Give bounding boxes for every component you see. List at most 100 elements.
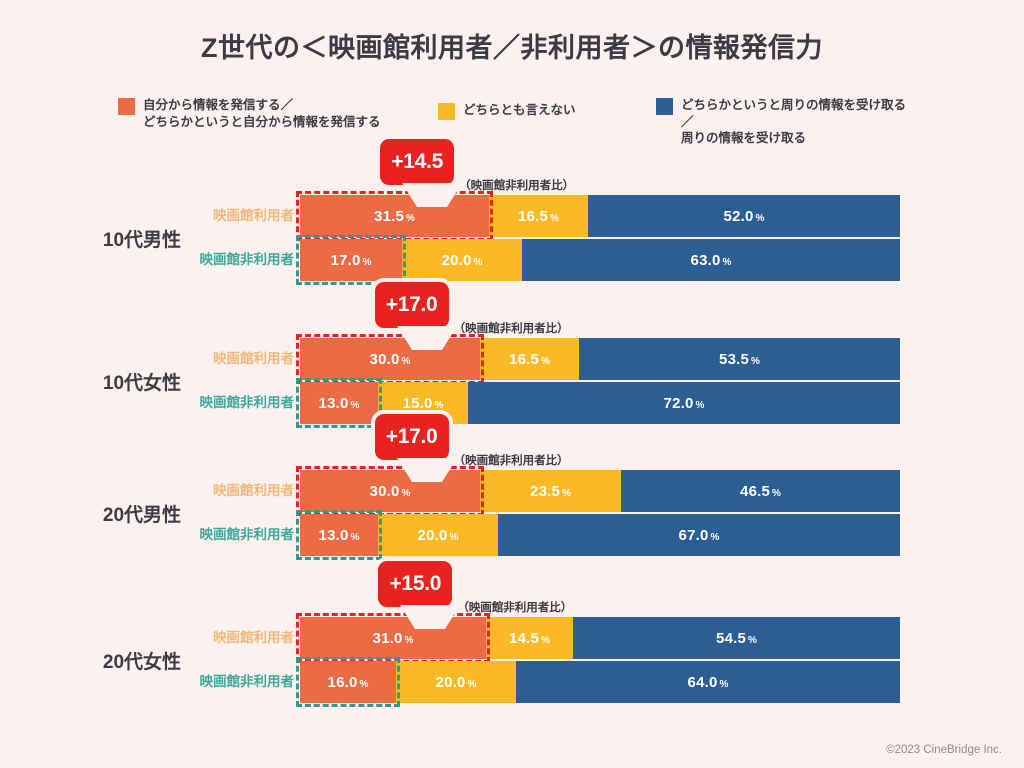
bar-value-unit: % [550, 212, 559, 224]
bar-track: 31.5% 16.5% 52.0% [296, 191, 900, 241]
bar-segment: 52.0% [588, 195, 900, 237]
bar-value: 64.0 [687, 673, 718, 691]
bar-value-unit: % [719, 678, 729, 690]
bar-value-unit: % [751, 355, 760, 367]
bar-row-label-user: 映画館利用者 [213, 208, 294, 223]
bar-value-unit: % [350, 399, 360, 411]
bar-segment: 54.5% [573, 617, 900, 659]
bar-row: 映画館利用者 30.0% 16.5% 53.5% [0, 334, 1024, 384]
bar-value-unit: % [359, 678, 369, 690]
bar-segment: 20.0% [402, 239, 522, 281]
legend-swatch-neutral [438, 103, 455, 120]
bar-value: 31.5 [374, 207, 405, 225]
legend-swatch-receive [656, 98, 673, 115]
bar-segment: 16.0% [300, 661, 396, 703]
legend-label-send: 自分から情報を発信する／ どちらかというと自分から情報を発信する [143, 98, 381, 129]
bar-row-label-user: 映画館利用者 [213, 483, 294, 498]
bar-value: 63.0 [690, 251, 721, 269]
bar-value: 20.0 [441, 251, 472, 269]
bar-segment: 31.5% [300, 195, 489, 237]
bar-value: 30.0 [369, 482, 400, 500]
delta-callout-note: （映画館非利用者比） [457, 602, 573, 614]
legend-item-receive: どちらかというと周りの情報を受け取る／ 周りの情報を受け取る [656, 97, 918, 147]
bar-value: 16.5 [518, 207, 549, 225]
bar-value: 16.5 [509, 350, 540, 368]
group-category-label: 10代女性 [102, 373, 182, 394]
bar-value: 30.0 [369, 350, 400, 368]
bar-track: 17.0% 20.0% 63.0% [296, 235, 900, 285]
delta-callout: +14.5 [380, 139, 463, 207]
delta-callout-note: （映画館非利用者比） [453, 455, 569, 467]
delta-callout-value: +17.0 [385, 293, 438, 316]
bar-value-unit: % [541, 355, 550, 367]
delta-callout: +17.0 [374, 282, 457, 350]
bar-row: 映画館非利用者 13.0% 20.0% 67.0% [0, 510, 1024, 560]
bar-group: 20代女性 映画館利用者 31.0% 14.5% 54.5% 映画館非利用者 16.0% 20… [0, 561, 1024, 709]
bar-value: 72.0 [663, 394, 694, 412]
bar-segment: 20.0% [396, 661, 516, 703]
delta-callout-value: +15.0 [389, 572, 442, 595]
bar-row: 映画館非利用者 16.0% 20.0% 64.0% [0, 657, 1024, 707]
copyright-footer: ©2023 CineBridge Inc. [886, 744, 1002, 756]
legend-label-receive: どちらかというと周りの情報を受け取る／ 周りの情報を受け取る [681, 98, 907, 145]
legend-swatch-send [118, 98, 135, 115]
bar-row-label-user: 映画館利用者 [213, 630, 294, 645]
bar-segment: 64.0% [516, 661, 900, 703]
page-title: Z世代の＜映画館利用者／非利用者＞の情報発信力 [201, 33, 823, 63]
bar-track: 30.0% 16.5% 53.5% [296, 334, 900, 384]
bar-row: 映画館利用者 31.0% 14.5% 54.5% [0, 613, 1024, 663]
bar-value-unit: % [710, 531, 720, 543]
bar-value-unit: % [404, 634, 414, 646]
bar-row-label-nonuser: 映画館非利用者 [199, 395, 295, 410]
bar-value-unit: % [562, 487, 571, 499]
group-category-label: 10代男性 [102, 230, 182, 251]
bar-row: 映画館利用者 31.5% 16.5% 52.0% [0, 191, 1024, 241]
bar-row-label-nonuser: 映画館非利用者 [199, 252, 295, 267]
bar-value-unit: % [473, 256, 483, 268]
delta-callout-note: （映画館非利用者比） [453, 323, 569, 335]
bar-row-label-user: 映画館利用者 [213, 351, 294, 366]
delta-callout-tail [400, 605, 461, 629]
bar-value-unit: % [755, 212, 765, 224]
bar-row: 映画館非利用者 17.0% 20.0% 63.0% [0, 235, 1024, 285]
bar-track: 16.0% 20.0% 64.0% [296, 657, 900, 707]
group-category-label: 20代男性 [102, 505, 182, 526]
bar-segment: 14.5% [486, 617, 573, 659]
legend-item-neutral: どちらとも言えない [438, 102, 576, 120]
bar-value: 13.0 [318, 526, 349, 544]
bar-segment: 16.5% [489, 195, 588, 237]
bar-value: 23.5 [530, 482, 561, 500]
bar-segment: 13.0% [300, 382, 378, 424]
bar-value-unit: % [748, 634, 757, 646]
delta-callout-tail [396, 326, 457, 350]
delta-callout: +17.0 [374, 414, 457, 482]
delta-callout-tail [402, 183, 463, 207]
delta-callout-note: （映画館非利用者比） [459, 180, 575, 192]
bar-value-unit: % [350, 531, 360, 543]
bar-value-unit: % [401, 355, 411, 367]
bar-segment: 63.0% [522, 239, 900, 281]
legend-label-neutral: どちらとも言えない [463, 103, 576, 117]
bar-segment: 46.5% [621, 470, 900, 512]
bar-value: 16.0 [327, 673, 358, 691]
bar-group: 20代男性 映画館利用者 30.0% 23.5% 46.5% 映画館非利用者 13.0% 20… [0, 414, 1024, 562]
bar-value: 46.5 [740, 482, 771, 500]
bar-group: 10代男性 映画館利用者 31.5% 16.5% 52.0% 映画館非利用者 17.0% 20… [0, 139, 1024, 287]
bar-value: 15.0 [402, 394, 433, 412]
bar-segment: 53.5% [579, 338, 900, 380]
bar-track: 13.0% 15.0% 72.0% [296, 378, 900, 428]
bar-segment: 20.0% [378, 514, 498, 556]
bar-value: 53.5 [719, 350, 750, 368]
bar-value: 67.0 [678, 526, 709, 544]
bar-value-unit: % [467, 678, 477, 690]
bar-value-unit: % [449, 531, 459, 543]
bar-segment: 67.0% [498, 514, 900, 556]
chart-legend: 自分から情報を発信する／ どちらかというと自分から情報を発信する どちらとも言え… [118, 95, 918, 145]
bar-value-unit: % [695, 399, 705, 411]
delta-callout: +15.0 [378, 561, 461, 629]
bar-segment: 72.0% [468, 382, 900, 424]
bar-row-label-nonuser: 映画館非利用者 [199, 674, 295, 689]
bar-value: 54.5 [716, 629, 747, 647]
bar-value-unit: % [362, 256, 372, 268]
bar-value: 13.0 [318, 394, 349, 412]
